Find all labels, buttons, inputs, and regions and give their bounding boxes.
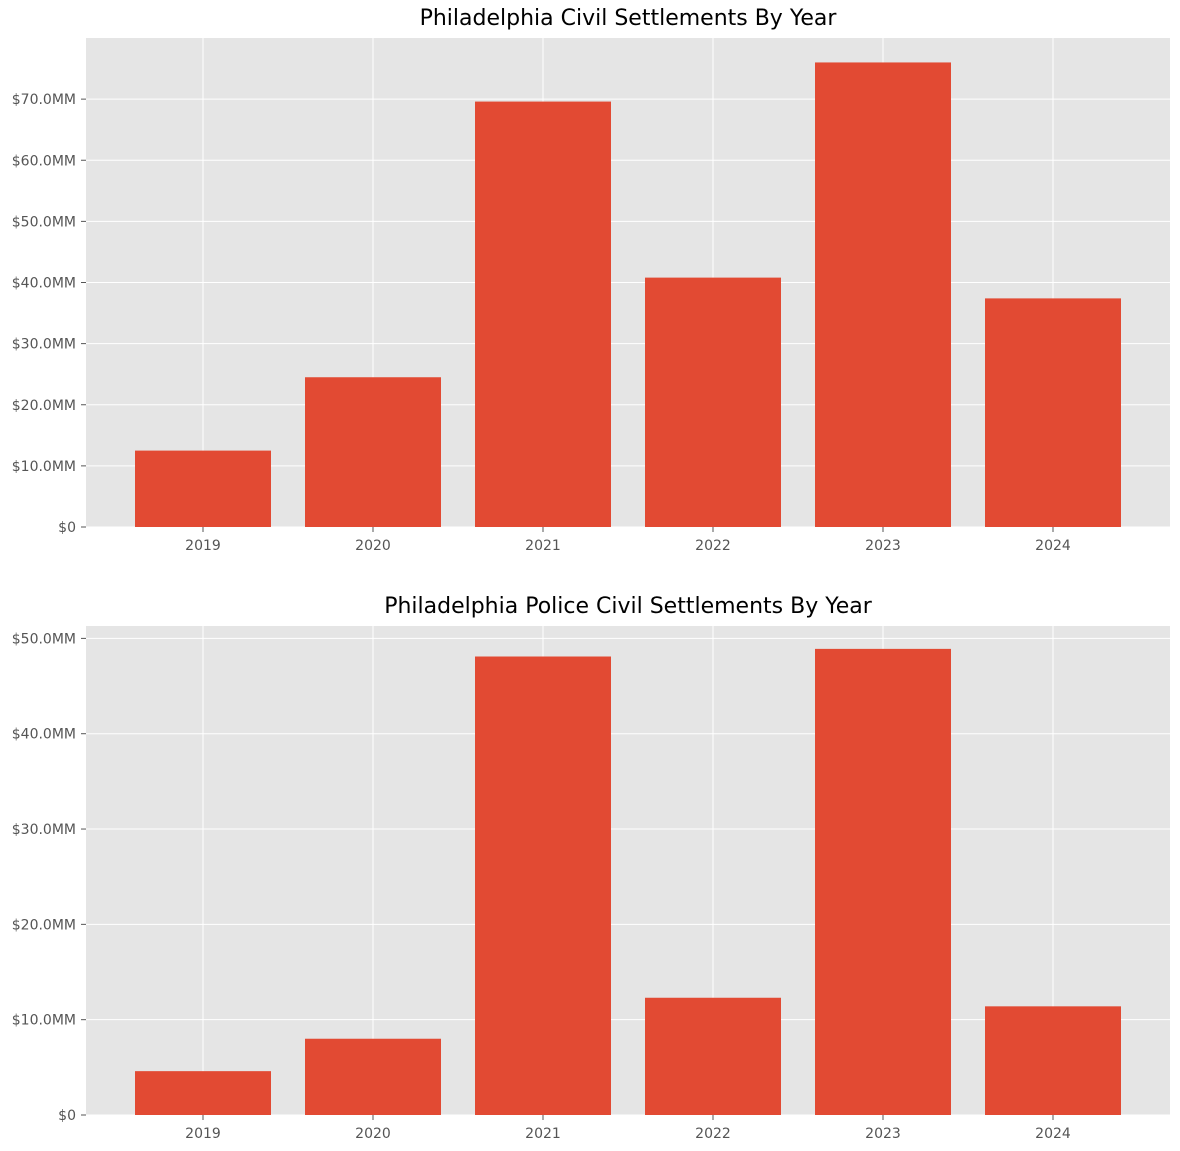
bar-2023 [815, 648, 951, 1115]
x-tick-label: 2019 [185, 1126, 221, 1142]
y-tick-label: $10.0MM [12, 459, 76, 475]
x-tick-label: 2021 [525, 1126, 561, 1142]
y-tick-label: $10.0MM [12, 1013, 76, 1029]
civil-settlements-plot: $0 $10.0MM $20.0MM $30.0MM $40.0MM $50.0MM $60… [12, 38, 1170, 554]
x-tick-label: 2023 [865, 538, 901, 554]
y-tick-label: $20.0MM [12, 398, 76, 414]
x-tick-label: 2024 [1035, 1126, 1071, 1142]
bar-2020 [305, 377, 441, 527]
bar-2022 [645, 277, 781, 527]
y-tick-label: $0 [58, 1108, 76, 1124]
bar-2021 [475, 101, 611, 527]
x-tick-label: 2024 [1035, 538, 1071, 554]
x-tick-label: 2020 [355, 538, 391, 554]
y-tick-label: $30.0MM [12, 822, 76, 838]
x-tick-label: 2022 [695, 538, 731, 554]
y-tick-label: $50.0MM [12, 214, 76, 230]
bar-2019 [135, 1071, 271, 1115]
y-tick-label: $40.0MM [12, 276, 76, 292]
chart-title: Philadelphia Civil Settlements By Year [419, 6, 837, 31]
police-settlements-plot: $0 $10.0MM $20.0MM $30.0MM $40.0MM $50.0MM 201… [12, 626, 1170, 1142]
x-tick-label: 2022 [695, 1126, 731, 1142]
y-tick-label: $20.0MM [12, 917, 76, 933]
y-tick-label: $50.0MM [12, 631, 76, 647]
bar-2024 [985, 298, 1121, 527]
police-settlements-chart: Philadelphia Police Civil Settlements By… [0, 588, 1180, 1151]
bar-2019 [135, 450, 271, 527]
x-tick-label: 2023 [865, 1126, 901, 1142]
y-tick-label: $30.0MM [12, 337, 76, 353]
y-tick-label: $40.0MM [12, 727, 76, 743]
x-tick-label: 2021 [525, 538, 561, 554]
chart-title: Philadelphia Police Civil Settlements By… [384, 594, 872, 619]
bar-2021 [475, 656, 611, 1115]
y-tick-label: $70.0MM [12, 92, 76, 108]
y-tick-label: $60.0MM [12, 153, 76, 169]
bar-2022 [645, 997, 781, 1115]
bar-2024 [985, 1006, 1121, 1115]
bar-2023 [815, 62, 951, 527]
y-tick-label: $0 [58, 520, 76, 536]
bar-2020 [305, 1038, 441, 1115]
x-tick-label: 2019 [185, 538, 221, 554]
x-tick-label: 2020 [355, 1126, 391, 1142]
civil-settlements-chart: Philadelphia Civil Settlements By Year $… [0, 0, 1180, 570]
